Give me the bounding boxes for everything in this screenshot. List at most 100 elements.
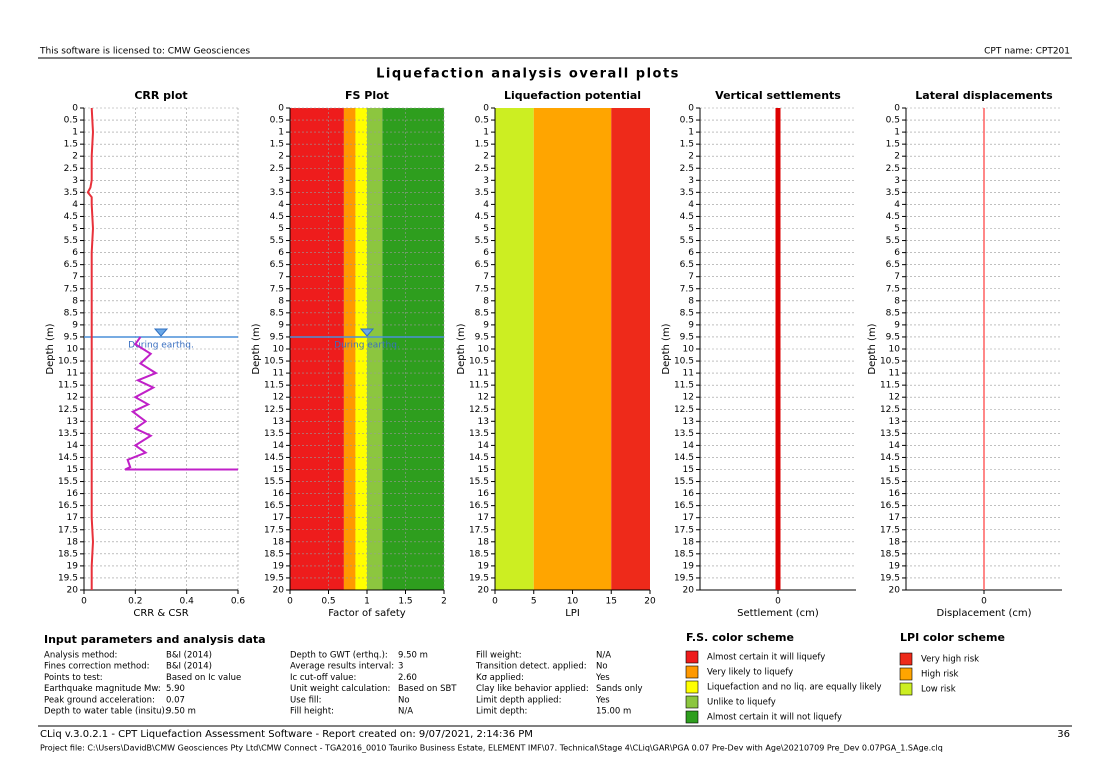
y-tick-label: 16.5 [264, 501, 284, 511]
y-tick-label: 12 [67, 393, 78, 403]
y-tick-label: 20 [273, 586, 285, 596]
y-tick-label: 18 [67, 537, 79, 547]
y-tick-label: 17.5 [264, 525, 284, 535]
y-tick-label: 4 [483, 200, 489, 210]
param-label: Peak ground acceleration: [44, 695, 155, 705]
y-tick-label: 8.5 [475, 308, 489, 318]
y-tick-label: 13.5 [264, 429, 284, 439]
y-tick-label: 20 [889, 586, 901, 596]
y-tick-label: 14 [273, 441, 285, 451]
y-tick-label: 11.5 [880, 381, 900, 391]
y-tick-label: 12.5 [674, 405, 694, 415]
y-tick-label: 0.5 [64, 116, 78, 126]
y-tick-label: 16.5 [469, 501, 489, 511]
y-tick-label: 11.5 [58, 381, 78, 391]
param-label: Earthquake magnitude Mw: [44, 684, 161, 694]
param-value: Sands only [596, 684, 643, 694]
y-tick-label: 9.5 [475, 332, 489, 342]
y-tick-label: 13 [67, 417, 78, 427]
y-tick-label: 4.5 [680, 212, 694, 222]
y-tick-label: 11 [273, 369, 284, 379]
y-tick-label: 5.5 [64, 236, 78, 246]
y-tick-label: 17.5 [880, 525, 900, 535]
chart-title: Liquefaction potential [504, 89, 641, 102]
color-band [382, 108, 444, 590]
x-axis-label: LPI [565, 608, 580, 619]
param-label: Ic cut-off value: [290, 673, 356, 683]
y-tick-label: 2.5 [680, 164, 694, 174]
y-tick-label: 17 [683, 513, 694, 523]
y-tick-label: 11.5 [674, 381, 694, 391]
y-tick-label: 5 [72, 224, 78, 234]
y-tick-label: 2.5 [64, 164, 78, 174]
y-tick-label: 1.5 [886, 140, 900, 150]
y-tick-label: 13.5 [469, 429, 489, 439]
param-label: Fines correction method: [44, 662, 149, 672]
y-tick-label: 12.5 [264, 405, 284, 415]
gwt-label: During earthq. [334, 340, 400, 350]
param-value: 15.00 m [596, 707, 631, 717]
param-value: 2.60 [398, 673, 417, 683]
y-tick-label: 0 [483, 104, 489, 114]
x-tick-label: 10 [567, 597, 579, 607]
x-axis-label: Settlement (cm) [737, 608, 819, 619]
y-tick-label: 6 [72, 248, 78, 258]
legend-label: High risk [921, 670, 959, 680]
param-value: Based on SBT [398, 684, 457, 694]
y-tick-label: 12.5 [880, 405, 900, 415]
y-tick-label: 20 [478, 586, 490, 596]
param-value: Yes [595, 673, 610, 683]
y-tick-label: 13 [889, 417, 900, 427]
y-tick-label: 10.5 [469, 357, 489, 367]
x-axis-label: Displacement (cm) [937, 608, 1032, 619]
y-tick-label: 17 [889, 513, 900, 523]
y-tick-label: 7.5 [475, 284, 489, 294]
lpi-scheme-title: LPI color scheme [900, 631, 1005, 644]
legend-label: Very high risk [921, 655, 979, 665]
y-tick-label: 15 [478, 465, 489, 475]
param-label: Limit depth applied: [476, 695, 561, 705]
y-tick-label: 14 [889, 441, 901, 451]
x-axis-label: CRR & CSR [133, 608, 188, 619]
x-tick-label: 15 [606, 597, 617, 607]
y-tick-label: 16.5 [880, 501, 900, 511]
y-tick-label: 1 [688, 128, 694, 138]
y-tick-label: 16 [67, 489, 79, 499]
y-tick-label: 10 [67, 345, 79, 355]
param-label: Transition detect. applied: [475, 662, 587, 672]
param-value: B&I (2014) [166, 662, 212, 672]
y-tick-label: 13.5 [58, 429, 78, 439]
y-tick-label: 19.5 [58, 573, 78, 583]
y-tick-label: 0.5 [680, 116, 694, 126]
y-axis-label: Depth (m) [45, 323, 56, 374]
y-tick-label: 17 [273, 513, 284, 523]
y-tick-label: 11 [683, 369, 694, 379]
y-tick-label: 19.5 [674, 573, 694, 583]
y-axis-label: Depth (m) [456, 323, 467, 374]
y-tick-label: 11 [478, 369, 489, 379]
y-tick-label: 5.5 [886, 236, 900, 246]
legend-label: Unlike to liquefy [707, 698, 776, 708]
y-tick-label: 0.5 [475, 116, 489, 126]
y-tick-label: 9 [894, 320, 900, 330]
y-tick-label: 10 [273, 345, 285, 355]
y-tick-label: 7.5 [886, 284, 900, 294]
x-tick-label: 0.6 [231, 597, 246, 607]
param-label: Average results interval: [290, 662, 394, 672]
y-tick-label: 7 [483, 272, 489, 282]
y-tick-label: 11.5 [469, 381, 489, 391]
y-tick-label: 7.5 [64, 284, 78, 294]
chart-title: Vertical settlements [715, 89, 841, 102]
y-tick-label: 18 [478, 537, 490, 547]
param-label: Fill weight: [476, 651, 522, 661]
y-tick-label: 12.5 [58, 405, 78, 415]
y-tick-label: 19 [478, 561, 490, 571]
y-tick-label: 19 [273, 561, 285, 571]
y-tick-label: 14 [478, 441, 490, 451]
legend-label: Liquefaction and no liq. are equally lik… [707, 683, 882, 693]
y-tick-label: 13.5 [880, 429, 900, 439]
x-tick-label: 1.5 [398, 597, 412, 607]
cpt-name: CPT name: CPT201 [984, 47, 1070, 57]
y-tick-label: 16.5 [58, 501, 78, 511]
y-tick-label: 17 [478, 513, 489, 523]
